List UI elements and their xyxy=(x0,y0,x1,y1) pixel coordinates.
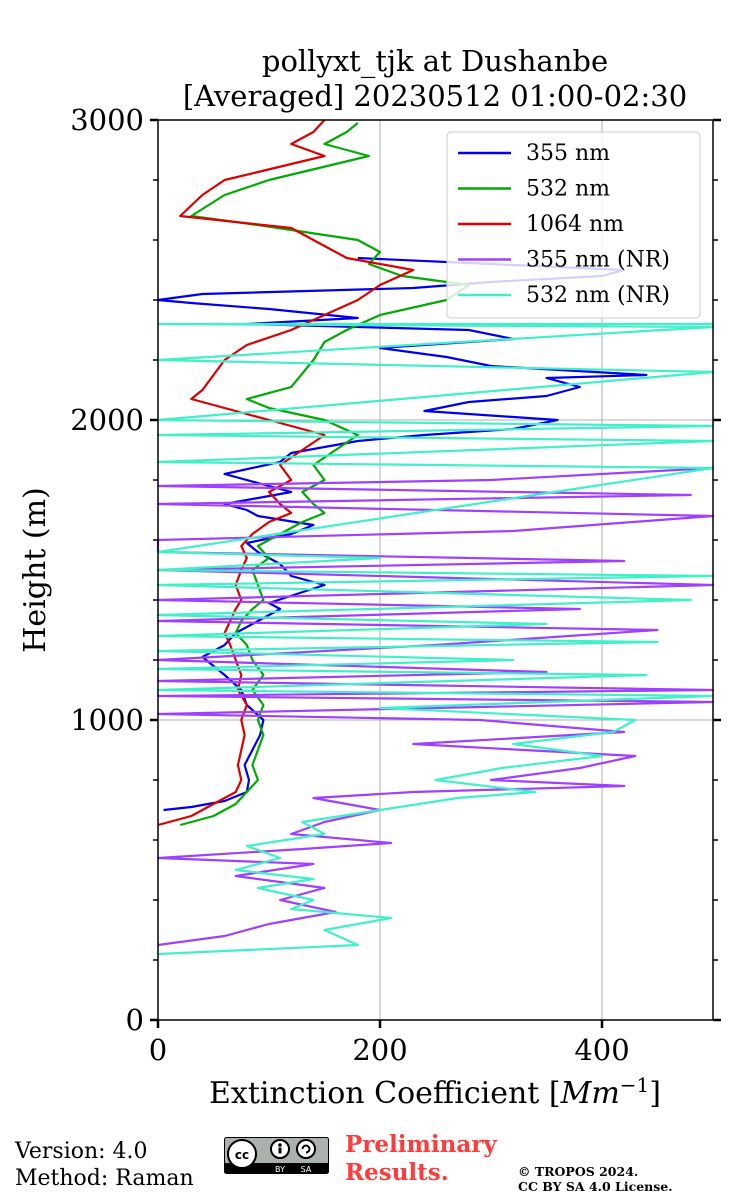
x-tick-label: 400 xyxy=(574,1033,629,1067)
chart-title-line-2: [Averaged] 20230512 01:00-02:30 xyxy=(183,79,687,113)
preliminary-line-2: Results. xyxy=(345,1159,449,1186)
x-tick-label: 0 xyxy=(149,1033,167,1067)
legend-label: 532 nm xyxy=(526,177,610,202)
x-tick-label: 200 xyxy=(352,1033,407,1067)
version-text: Version: 4.0 xyxy=(15,1139,148,1164)
extinction-profile-chart: pollyxt_tjk at Dushanbe [Averaged] 20230… xyxy=(18,44,721,1111)
y-tick-label: 1000 xyxy=(70,703,144,737)
x-axis-label: Extinction Coefficient [Mm−1] xyxy=(209,1073,661,1111)
legend-box xyxy=(446,131,701,319)
chart-title-line-1: pollyxt_tjk at Dushanbe xyxy=(262,44,608,79)
copyright-line-1: © TROPOS 2024. xyxy=(518,1164,639,1179)
series-line-2 xyxy=(157,119,415,827)
legend-label: 355 nm xyxy=(526,141,610,166)
legend-label: 532 nm (NR) xyxy=(526,283,670,308)
svg-text:BY: BY xyxy=(275,1165,285,1174)
y-tick-label: 2000 xyxy=(70,403,144,437)
series-line-1 xyxy=(179,122,470,827)
footer-info: Version: 4.0 Method: Raman xyxy=(15,1138,194,1192)
y-tick-label: 0 xyxy=(126,1003,144,1037)
series-line-4 xyxy=(156,322,715,956)
svg-text:cc: cc xyxy=(235,1148,249,1162)
svg-text:SA: SA xyxy=(301,1165,312,1174)
legend: 355 nm 532 nm 1064 nm 355 nm (NR) 532 nm (NR… xyxy=(446,131,701,319)
y-axis-label: Height (m) xyxy=(18,487,53,652)
copyright-line-2: CC BY SA 4.0 License. xyxy=(518,1179,673,1194)
copyright-note: © TROPOS 2024. CC BY SA 4.0 License. xyxy=(518,1164,673,1194)
preliminary-line-1: Preliminary xyxy=(345,1131,497,1158)
axis-ticks: 0 1000 2000 3000 0 200 400 xyxy=(70,103,721,1067)
legend-label: 1064 nm xyxy=(526,212,624,237)
plot-frame xyxy=(157,119,714,1021)
method-text: Method: Raman xyxy=(15,1166,194,1191)
y-tick-label: 3000 xyxy=(70,103,144,137)
preliminary-results-note: Preliminary Results. xyxy=(345,1131,497,1187)
legend-label: 355 nm (NR) xyxy=(526,248,670,273)
cc-by-sa-icon: cc BY SA xyxy=(224,1137,329,1174)
